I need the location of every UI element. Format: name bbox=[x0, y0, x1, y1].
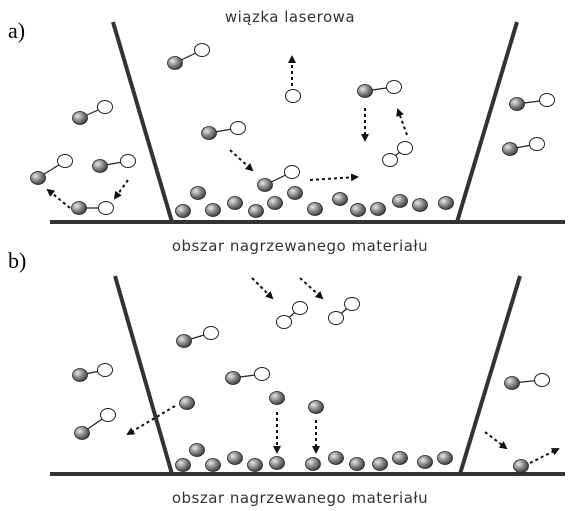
arrow bbox=[128, 406, 175, 434]
atom bbox=[505, 377, 520, 390]
atom bbox=[202, 127, 217, 140]
atom bbox=[228, 452, 243, 465]
atom bbox=[393, 195, 408, 208]
atom bbox=[206, 459, 221, 472]
white-atom bbox=[98, 364, 113, 377]
atom bbox=[177, 335, 192, 348]
white-atom bbox=[345, 298, 360, 311]
atom bbox=[176, 459, 191, 472]
arrow bbox=[115, 180, 128, 198]
atom bbox=[510, 98, 525, 111]
atom bbox=[306, 458, 321, 471]
atom bbox=[438, 452, 453, 465]
white-atom bbox=[58, 155, 73, 168]
white-atom bbox=[98, 101, 113, 114]
atom bbox=[393, 452, 408, 465]
atom bbox=[180, 397, 195, 410]
atom bbox=[270, 457, 285, 470]
atom bbox=[351, 204, 366, 217]
panel-label: b) bbox=[8, 248, 26, 273]
white-atom bbox=[121, 155, 136, 168]
white-atom bbox=[101, 409, 116, 422]
panel-label: a) bbox=[8, 18, 25, 43]
atom bbox=[228, 197, 243, 210]
white-atom bbox=[293, 302, 308, 315]
atom bbox=[73, 112, 88, 125]
white-atom bbox=[285, 166, 300, 179]
arrow bbox=[398, 110, 407, 135]
atom bbox=[329, 452, 344, 465]
atom bbox=[226, 372, 241, 385]
white-atom bbox=[383, 154, 398, 167]
arrow bbox=[230, 150, 252, 170]
atom bbox=[258, 179, 273, 192]
atom bbox=[358, 85, 373, 98]
atom bbox=[191, 187, 206, 200]
atom bbox=[288, 187, 303, 200]
white-atom bbox=[535, 374, 550, 387]
beam-label: wiązka laserowa bbox=[225, 8, 355, 26]
white-atom bbox=[195, 44, 210, 57]
atom bbox=[373, 458, 388, 471]
white-atom bbox=[286, 90, 301, 103]
white-atom bbox=[204, 327, 219, 340]
atom bbox=[514, 460, 529, 473]
atom bbox=[31, 172, 46, 185]
atom bbox=[248, 459, 263, 472]
atom bbox=[75, 427, 90, 440]
white-atom bbox=[530, 138, 545, 151]
atom bbox=[308, 203, 323, 216]
arrow bbox=[530, 449, 558, 463]
caption: obszar nagrzewanego materiału bbox=[172, 489, 428, 507]
white-atom bbox=[231, 122, 246, 135]
white-atom bbox=[387, 81, 402, 94]
atom bbox=[418, 456, 433, 469]
white-atom bbox=[99, 202, 114, 215]
white-atom bbox=[329, 312, 344, 325]
atom bbox=[439, 197, 454, 210]
arrow bbox=[252, 278, 272, 298]
atom bbox=[270, 392, 285, 405]
atom bbox=[268, 197, 283, 210]
atom bbox=[309, 401, 324, 414]
atom bbox=[72, 202, 87, 215]
caption: obszar nagrzewanego materiału bbox=[172, 237, 428, 255]
white-atom bbox=[398, 142, 413, 155]
atom bbox=[190, 444, 205, 457]
arrow bbox=[48, 190, 70, 208]
atom bbox=[73, 369, 88, 382]
atom bbox=[168, 57, 183, 70]
atom bbox=[333, 193, 348, 206]
atom bbox=[176, 205, 191, 218]
atom bbox=[413, 199, 428, 212]
white-atom bbox=[540, 94, 555, 107]
atom bbox=[350, 458, 365, 471]
white-atom bbox=[277, 316, 292, 329]
arrow bbox=[310, 177, 357, 180]
atom bbox=[503, 143, 518, 156]
arrow bbox=[485, 432, 506, 448]
atom bbox=[93, 160, 108, 173]
white-atom bbox=[255, 368, 270, 381]
diagram: a) wiązka laserowa obszar nagrzewanego m… bbox=[0, 0, 568, 511]
atom bbox=[249, 205, 264, 218]
arrow bbox=[300, 278, 322, 298]
atom bbox=[371, 203, 386, 216]
atom bbox=[206, 204, 221, 217]
